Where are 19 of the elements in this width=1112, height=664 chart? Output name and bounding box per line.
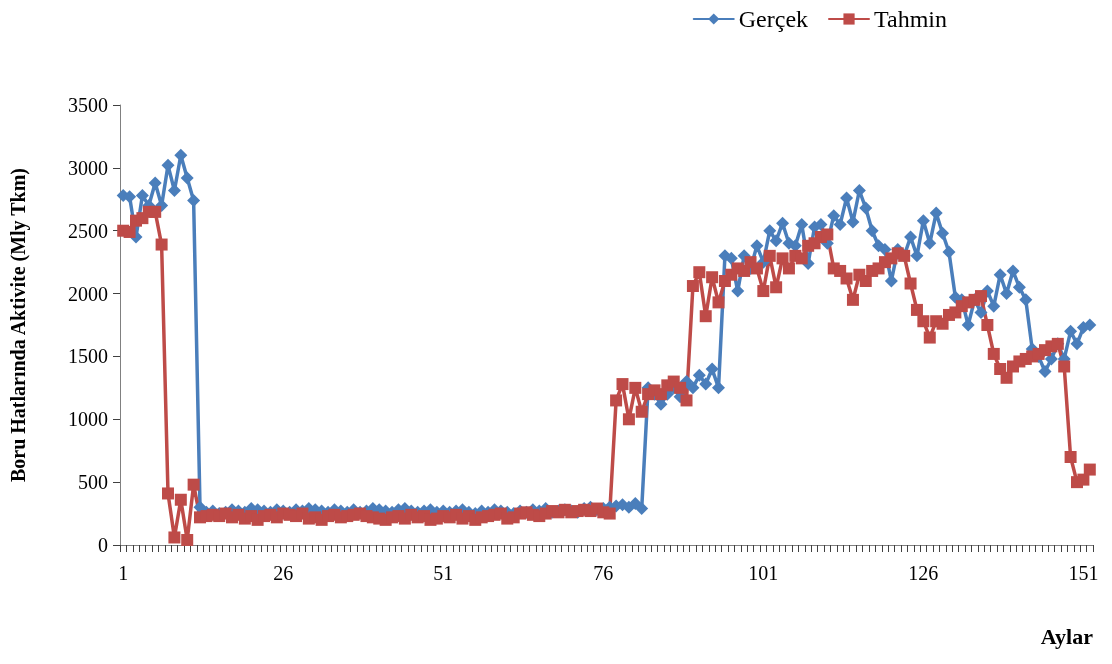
x-tick-label: 26 (273, 562, 294, 584)
y-tick-label: 2000 (68, 282, 108, 305)
y-tick-label: 1000 (68, 408, 108, 431)
y-tick-label: 1500 (68, 345, 108, 368)
legend-label: Tahmin (874, 6, 948, 32)
x-tick-label: 101 (748, 562, 779, 584)
y-tick-label: 3500 (68, 94, 108, 116)
x-tick-label: 51 (433, 562, 454, 584)
x-axis-title: Aylar (1040, 623, 1094, 649)
x-tick-label: 1 (118, 562, 129, 584)
y-axis-title: Boru Hatlarında Aktivite (Mly Tkm) (7, 167, 30, 483)
x-tick-label: 126 (908, 562, 939, 584)
legend-label: Gerçek (738, 6, 809, 32)
y-tick-label: 2500 (68, 219, 108, 242)
x-tick-label: 151 (1068, 562, 1099, 584)
y-tick-label: 0 (98, 534, 108, 556)
y-tick-label: 3000 (68, 156, 108, 179)
y-tick-label: 500 (78, 471, 108, 494)
x-tick-label: 76 (593, 562, 614, 584)
